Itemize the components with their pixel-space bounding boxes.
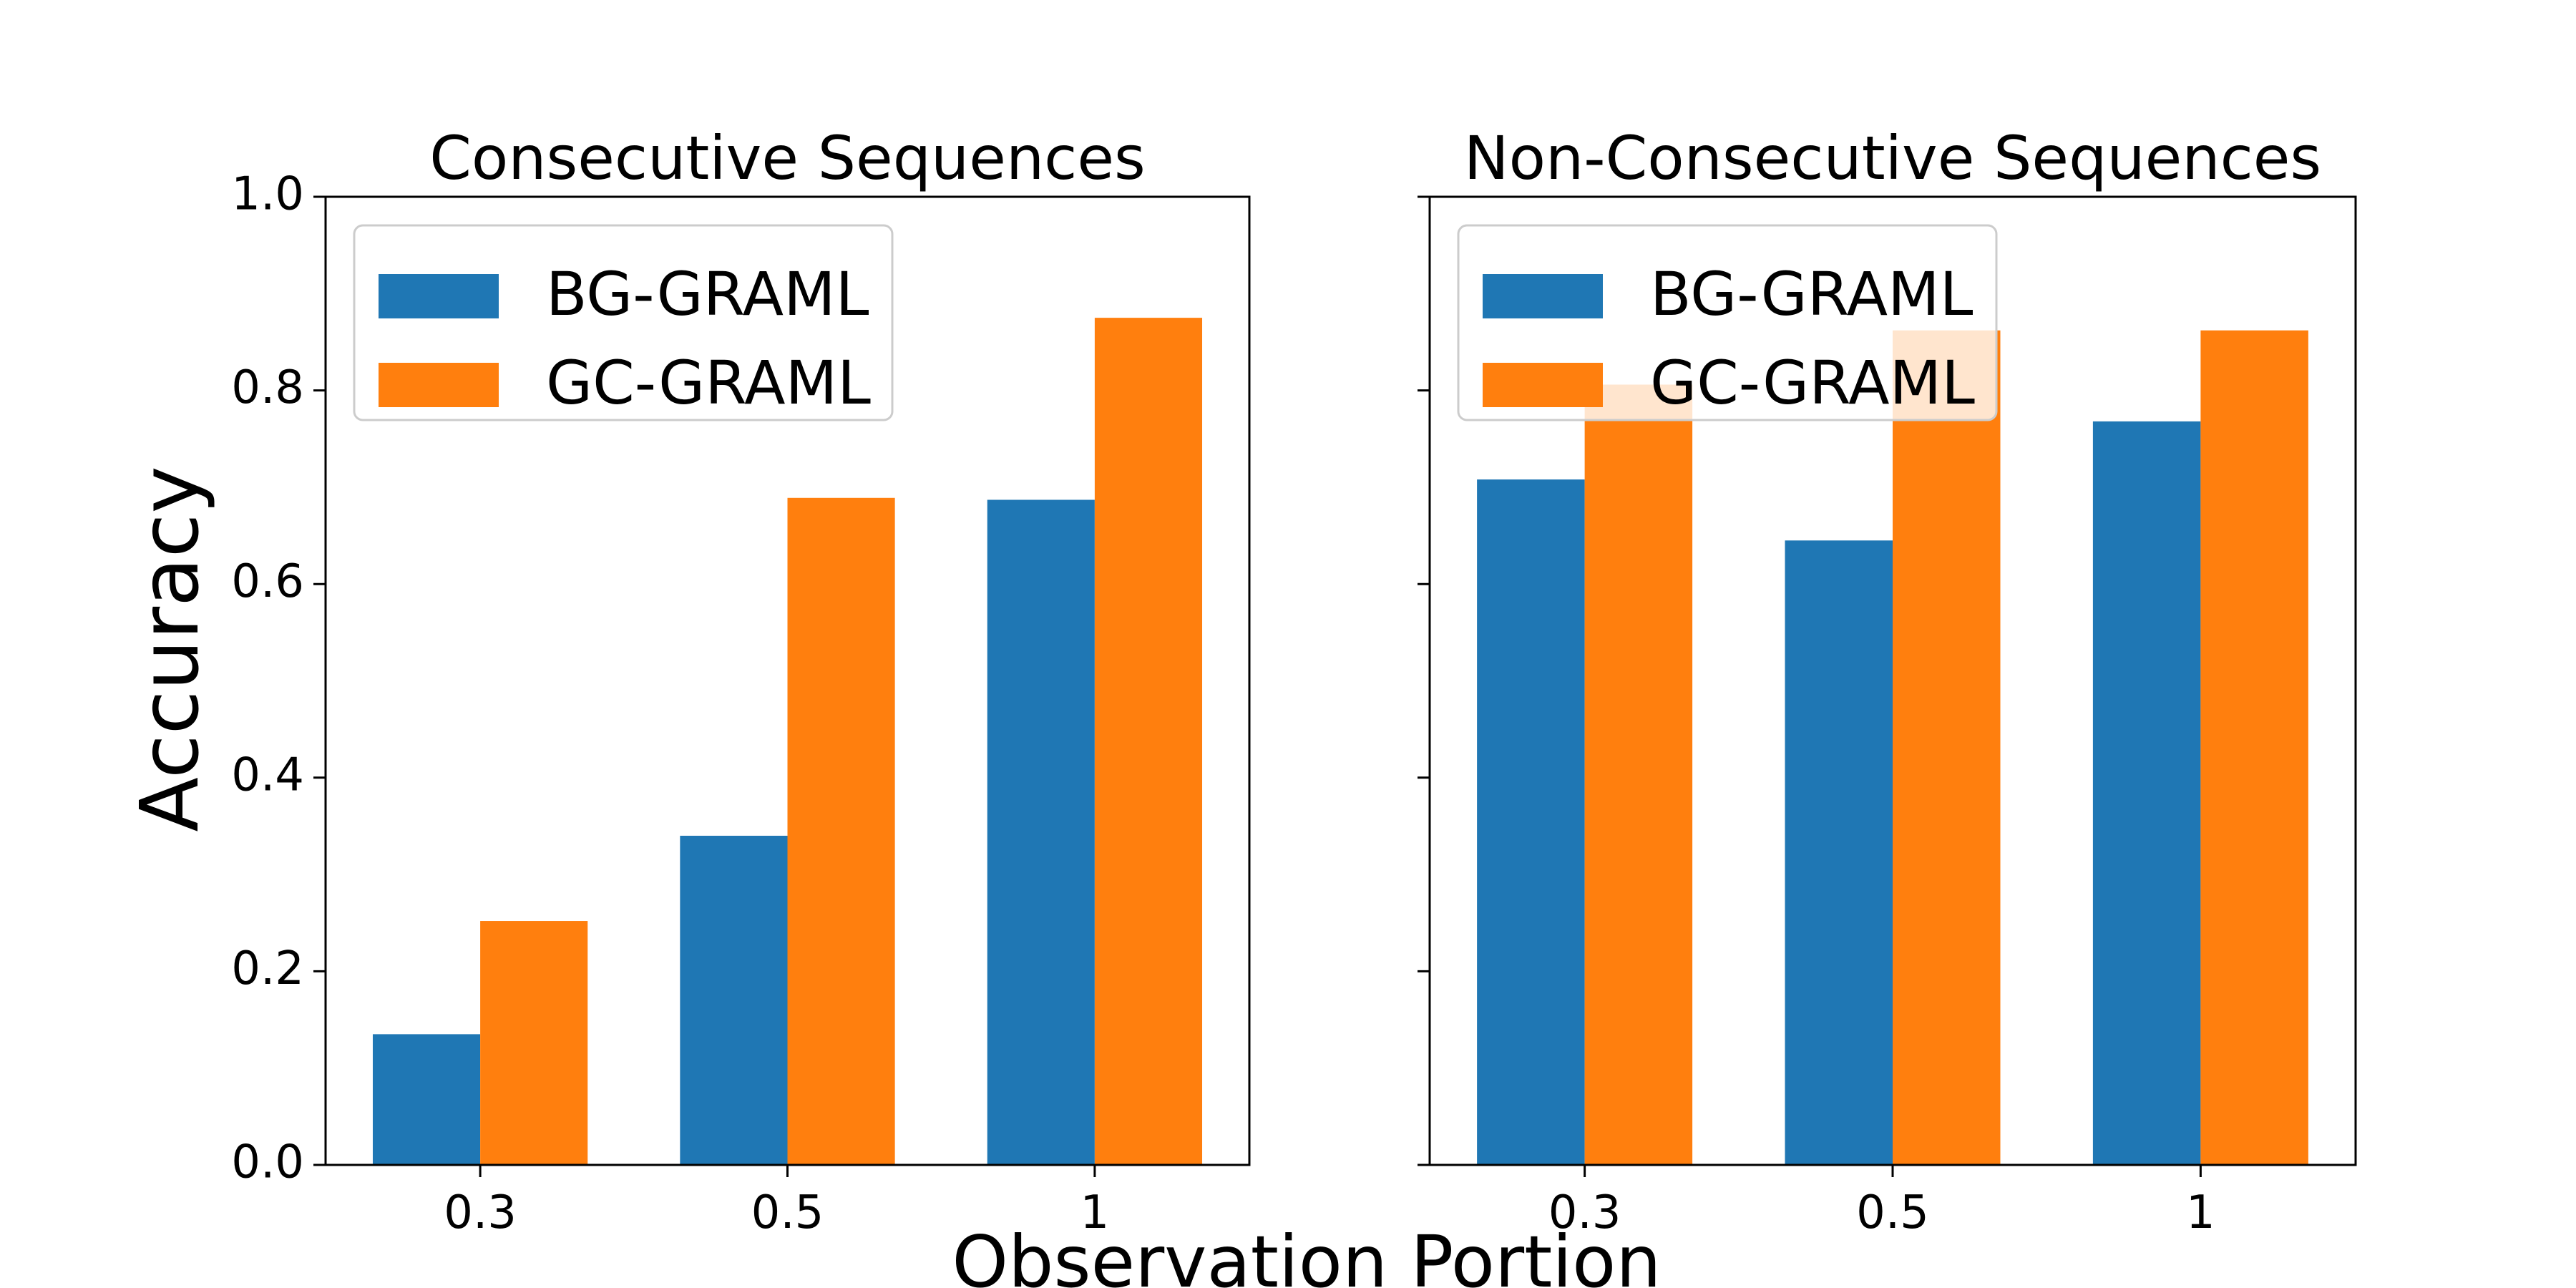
x-tick-label: 0.3	[444, 1186, 517, 1239]
x-tick-label: 0.5	[751, 1186, 824, 1239]
y-tick-label: 0.8	[231, 361, 304, 414]
legend-label-gc-graml: GC-GRAML	[546, 348, 871, 418]
bar-bg-graml-1	[2092, 421, 2201, 1165]
y-tick-label: 1.0	[231, 168, 304, 221]
x-tick-label: 1	[2186, 1186, 2215, 1239]
legend: BG-GRAML GC-GRAML	[1457, 224, 1998, 421]
x-tick-label: 1	[1080, 1186, 1110, 1239]
panel-non-consecutive: Non-Consecutive Sequences 0.3 0.5 1 BG-GRAML…	[1418, 123, 2357, 1239]
y-axis-label: Accuracy	[124, 466, 217, 831]
legend-label-bg-graml: BG-GRAML	[546, 259, 869, 329]
bar-bg-graml-0_5	[1785, 540, 1893, 1165]
bar-gc-graml-1	[1094, 318, 1203, 1165]
panel-title: Consecutive Sequences	[429, 123, 1146, 193]
panel-consecutive: Consecutive Sequences 0.0 0.2 0.4 0.6 0.8 1.0 0…	[231, 123, 1251, 1239]
bar-bg-graml-0_3	[1477, 479, 1585, 1165]
x-tick-label: 0.5	[1856, 1186, 1929, 1239]
bar-gc-graml-0_5	[787, 497, 895, 1165]
bar-gc-graml-1	[2200, 330, 2308, 1165]
y-tick-label: 0.4	[231, 748, 304, 801]
y-tick-label: 0.0	[231, 1136, 304, 1189]
legend-swatch-gc-graml	[379, 363, 499, 407]
y-tick-label: 0.2	[231, 942, 304, 995]
bar-bg-graml-0_3	[372, 1034, 481, 1165]
legend-swatch-bg-graml	[1483, 274, 1603, 318]
bar-gc-graml-0_3	[1584, 384, 1693, 1166]
legend-label-gc-graml: GC-GRAML	[1650, 348, 1975, 418]
legend-label-bg-graml: BG-GRAML	[1650, 259, 1974, 329]
legend-swatch-bg-graml	[379, 274, 499, 318]
bar-gc-graml-0_5	[1893, 330, 2001, 1165]
x-tick-label: 0.3	[1548, 1186, 1621, 1239]
legend: BG-GRAML GC-GRAML	[353, 224, 894, 421]
legend-swatch-gc-graml	[1483, 363, 1603, 407]
y-tick-label: 0.6	[231, 555, 304, 608]
panel-title: Non-Consecutive Sequences	[1464, 123, 2321, 193]
bar-gc-graml-0_3	[480, 921, 588, 1165]
bar-bg-graml-1	[987, 499, 1095, 1165]
bar-bg-graml-0_5	[680, 835, 788, 1165]
x-axis-label: Observation Portion	[952, 1220, 1661, 1288]
